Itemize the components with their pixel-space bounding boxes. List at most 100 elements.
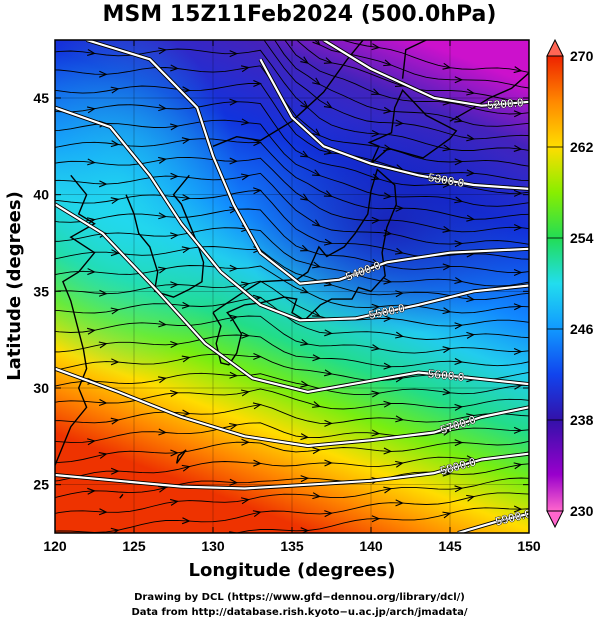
coastline	[119, 493, 124, 499]
wind-arrowhead	[395, 499, 404, 507]
wind-arrowhead	[110, 417, 120, 425]
wind-arrowhead	[513, 269, 523, 277]
wind-arrowhead	[323, 148, 333, 155]
wind-arrowhead	[240, 497, 250, 505]
wind-arrowhead	[513, 145, 523, 152]
wind-arrowhead	[312, 77, 321, 86]
wind-arrowhead	[442, 180, 452, 188]
wind-arrowhead	[253, 352, 262, 360]
colorbar-tick-label: 246	[570, 321, 594, 337]
wind-arrowhead	[170, 281, 179, 289]
wind-arrowhead	[99, 11, 106, 17]
streamline	[341, 40, 529, 73]
streamline	[55, 451, 529, 482]
height-contours: 5200.05300.05400.05500.05600.05700.05800…	[55, 40, 529, 533]
wind-arrowhead	[87, 438, 96, 446]
wind-arrowhead	[312, 310, 321, 317]
streamline	[55, 156, 529, 233]
wind-arrowhead	[324, 329, 333, 337]
colorbar-ticks: 230 238 246 254 262 270	[547, 48, 594, 519]
streamline	[295, 40, 529, 102]
wind-arrowhead	[466, 134, 476, 142]
coastline	[176, 449, 187, 464]
wind-arrowhead	[170, 389, 179, 397]
wind-arrowhead	[383, 106, 393, 114]
wind-arrowhead	[312, 128, 321, 137]
wind-arrowhead	[454, 439, 464, 447]
streamline	[55, 172, 529, 245]
wind-arrowhead	[454, 196, 464, 204]
wind-arrowhead	[229, 371, 239, 379]
streamline	[55, 440, 529, 463]
x-tick-label: 130	[201, 538, 225, 554]
wind-arrowhead	[170, 341, 179, 349]
wind-arrowhead	[442, 144, 452, 152]
streamline	[284, 40, 529, 115]
y-tick-label: 30	[33, 380, 49, 396]
wind-arrowhead	[323, 101, 333, 109]
wind-arrowhead	[241, 438, 250, 446]
wind-arrowhead	[383, 447, 393, 455]
wind-arrowhead	[454, 322, 464, 330]
wind-arrowhead	[371, 344, 381, 352]
wind-arrowhead	[466, 169, 476, 177]
streamline	[55, 477, 529, 514]
streamline	[55, 372, 529, 396]
wind-arrowhead	[300, 380, 310, 388]
contour-label: 5300.0	[427, 170, 466, 190]
wind-arrowhead	[241, 331, 250, 339]
wind-arrowhead	[169, 498, 179, 506]
wind-arrowhead	[170, 449, 179, 457]
wind-arrowhead	[300, 286, 310, 294]
wind-arrowhead	[300, 150, 310, 158]
wind-arrowhead	[170, 232, 179, 240]
streamline	[55, 492, 529, 533]
wind-arrowhead	[454, 158, 464, 166]
wind-arrowhead	[312, 401, 322, 408]
coastline	[401, 40, 427, 79]
wind-arrowhead	[158, 47, 167, 55]
wind-arrowhead	[466, 494, 476, 502]
x-tick-label: 140	[359, 538, 383, 554]
wind-arrowhead	[323, 190, 333, 197]
streamline	[55, 334, 529, 368]
credits: Drawing by DCL (https://www.gfd−dennou.o…	[0, 590, 599, 620]
contour-line	[457, 512, 529, 533]
streamline	[55, 83, 529, 181]
x-axis-title: Longitude (degrees)	[189, 560, 396, 581]
wind-arrowhead	[300, 193, 309, 201]
coastline	[125, 174, 205, 298]
wind-arrowhead	[229, 422, 239, 430]
x-tick-label: 135	[280, 538, 304, 554]
wind-arrowhead	[300, 244, 310, 252]
streamline	[55, 119, 529, 207]
streamline	[55, 280, 529, 327]
y-tick-label: 40	[33, 187, 49, 203]
wind-arrowhead	[253, 459, 262, 467]
wind-arrowhead	[513, 348, 523, 356]
x-tick-label: 145	[438, 538, 462, 554]
wind-arrowhead	[229, 157, 239, 165]
colorbar: 230 238 246 254 262 270	[546, 38, 594, 529]
wind-arrowhead	[371, 88, 381, 95]
wind-arrowhead	[252, 402, 262, 410]
contour-line	[55, 106, 529, 322]
wind-arrowhead	[442, 225, 452, 233]
wind-arrowhead	[158, 428, 167, 436]
wind-arrowhead	[110, 358, 120, 366]
contour-line	[55, 203, 529, 393]
wind-arrowhead	[513, 426, 523, 434]
wind-arrowhead	[87, 268, 96, 276]
streamline	[263, 40, 529, 140]
wind-arrowhead	[158, 156, 167, 164]
wind-arrowhead	[395, 204, 404, 212]
wind-arrowhead	[454, 277, 464, 285]
coastline	[212, 40, 364, 147]
wind-arrowhead	[395, 119, 404, 127]
streamline	[55, 227, 529, 287]
coastlines	[55, 40, 529, 499]
coastline	[212, 168, 398, 366]
x-tick-label: 120	[43, 538, 67, 554]
wind-arrowhead	[371, 43, 381, 51]
wind-arrowhead	[394, 247, 404, 255]
